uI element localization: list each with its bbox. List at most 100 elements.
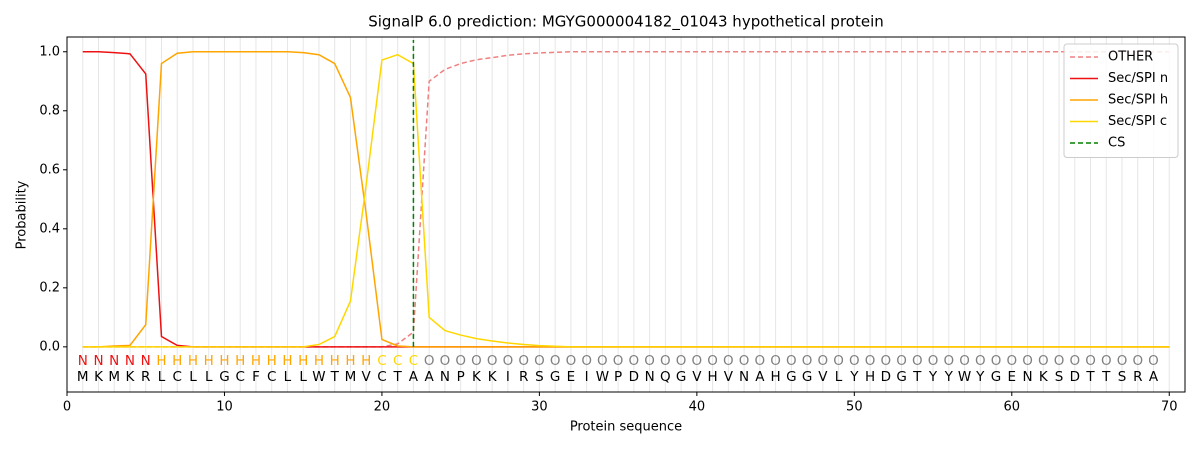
residue-label: W [596,369,609,385]
x-tick-label: 40 [689,400,706,415]
region-label: O [534,353,545,369]
region-label: H [267,353,277,369]
legend-label: CS [1108,136,1125,151]
region-label: H [235,353,245,369]
residue-label: R [1133,369,1142,385]
region-label: O [1069,353,1080,369]
region-label: O [518,353,529,369]
region-label: O [1006,353,1017,369]
region-label: O [802,353,813,369]
region-label: O [755,353,766,369]
x-tick-label: 50 [846,400,863,415]
region-label: O [629,353,640,369]
region-label: O [455,353,466,369]
legend-label: Sec/SPI h [1108,93,1168,108]
residue-label: K [472,369,482,385]
residue-label: L [284,369,292,385]
y-tick-label: 0.8 [39,103,60,118]
residue-label: D [629,369,639,385]
residue-label: V [818,369,828,385]
residue-label: Y [928,369,938,385]
region-label: H [172,353,182,369]
residue-label: G [676,369,686,385]
series-line [82,51,1170,348]
region-label: N [125,353,135,369]
residue-label: I [506,369,510,385]
region-label: O [818,353,829,369]
plot-frame [66,36,1186,393]
region-label: O [1132,353,1143,369]
region-label: O [597,353,608,369]
residue-label: S [535,369,544,385]
residue-label: M [108,369,120,385]
legend-label: OTHER [1108,50,1153,65]
residue-label: N [1022,369,1032,385]
residue-label: A [1149,369,1159,385]
residue-label: C [235,369,244,385]
region-label: O [581,353,592,369]
residue-label: M [345,369,357,385]
region-label: O [471,353,482,369]
series-line [82,53,1170,348]
region-label: O [1022,353,1033,369]
region-label: N [93,353,103,369]
y-axis-label: Probability [15,180,30,249]
legend-box [1063,43,1179,158]
residue-label: V [362,369,372,385]
residue-label: S [1055,369,1064,385]
residue-label: C [173,369,182,385]
region-label: H [314,353,324,369]
residue-label: H [708,369,718,385]
residue-label: K [1039,369,1049,385]
region-label: O [723,353,734,369]
residue-label: T [330,369,340,385]
residue-label: A [755,369,765,385]
y-tick-label: 1.0 [39,44,60,59]
residue-label: Q [660,369,671,385]
legend-label: Sec/SPI n [1108,71,1168,86]
region-label: O [959,353,970,369]
residue-label: L [835,369,843,385]
residue-label: L [158,369,166,385]
region-label: O [660,353,671,369]
region-label: O [1085,353,1096,369]
residue-label: R [141,369,150,385]
region-label: O [550,353,561,369]
region-label: N [78,353,88,369]
region-label: O [1148,353,1159,369]
residue-label: T [393,369,403,385]
residue-label: P [457,369,465,385]
region-label: O [833,353,844,369]
residue-label: V [692,369,702,385]
region-label: O [1117,353,1128,369]
y-tick-label: 0.2 [39,280,60,295]
residue-label: K [488,369,498,385]
region-label: O [503,353,514,369]
region-label: N [141,353,151,369]
region-label: O [865,353,876,369]
region-label: H [298,353,308,369]
residue-label: L [205,369,213,385]
residue-label: H [771,369,781,385]
region-label: H [219,353,229,369]
series-line [82,51,1170,348]
region-label: C [409,353,418,369]
residue-label: W [312,369,325,385]
region-label: C [377,353,386,369]
region-label: O [943,353,954,369]
region-label: O [786,353,797,369]
region-label: O [566,353,577,369]
x-axis-label: Protein sequence [570,420,682,435]
y-tick-label: 0.0 [39,339,60,354]
residue-label: G [991,369,1001,385]
region-label: H [345,353,355,369]
x-tick-label: 0 [63,400,71,415]
residue-label: Y [975,369,985,385]
region-label: O [770,353,781,369]
x-tick-label: 10 [216,400,233,415]
residue-label: L [299,369,307,385]
residue-label: V [724,369,734,385]
residue-label: P [614,369,622,385]
region-label: H [330,353,340,369]
residue-label: G [802,369,812,385]
